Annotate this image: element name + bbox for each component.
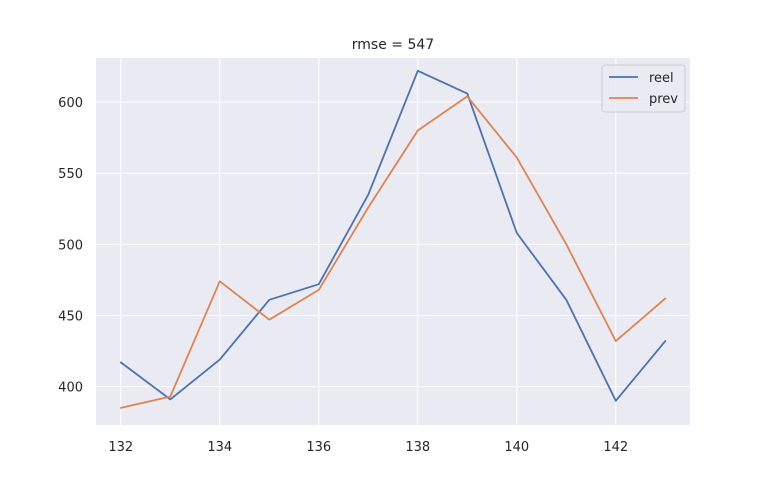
legend-label-reel: reel xyxy=(649,71,674,86)
y-tick-label: 600 xyxy=(58,96,83,111)
x-tick-label: 142 xyxy=(603,440,628,455)
y-tick-label: 400 xyxy=(58,381,83,396)
x-tick-label: 140 xyxy=(504,440,529,455)
x-tick-label: 138 xyxy=(405,440,430,455)
y-tick-label: 450 xyxy=(58,309,83,324)
y-tick-label: 550 xyxy=(58,167,83,182)
x-axis-ticks: 132 134 136 138 140 142 xyxy=(108,440,628,455)
series-line-prev xyxy=(119,95,667,409)
legend: reel prev xyxy=(601,64,686,113)
x-tick-label: 132 xyxy=(108,440,133,455)
y-tick-label: 500 xyxy=(58,238,83,253)
series-line-reel xyxy=(119,69,667,402)
series-lines xyxy=(119,69,667,409)
legend-label-prev: prev xyxy=(649,92,678,107)
y-axis-ticks: 400 450 500 550 600 xyxy=(58,96,83,395)
x-tick-label: 136 xyxy=(306,440,331,455)
chart-title: rmse = 547 xyxy=(352,37,434,53)
x-tick-label: 134 xyxy=(207,440,232,455)
grid xyxy=(96,58,690,425)
plot-area xyxy=(96,58,690,425)
